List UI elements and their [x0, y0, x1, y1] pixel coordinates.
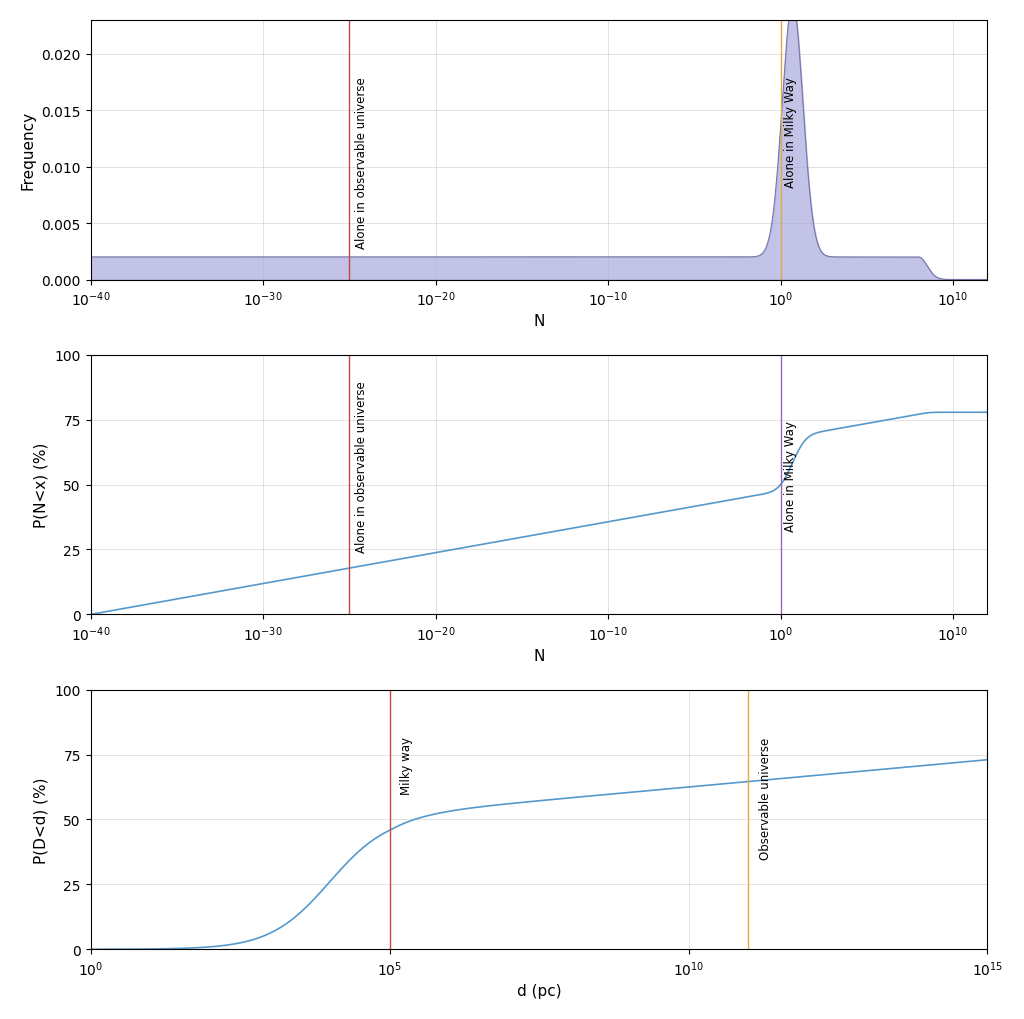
X-axis label: N: N [534, 314, 545, 329]
Y-axis label: P(N<x) (%): P(N<x) (%) [34, 442, 49, 528]
Text: Alone in Milky Way: Alone in Milky Way [783, 420, 797, 531]
Text: Observable universe: Observable universe [759, 737, 772, 859]
Text: Alone in observable universe: Alone in observable universe [354, 381, 368, 553]
Y-axis label: Frequency: Frequency [20, 111, 36, 191]
Y-axis label: P(D<d) (%): P(D<d) (%) [34, 776, 49, 863]
Text: Alone in observable universe: Alone in observable universe [354, 77, 368, 249]
Text: Alone in Milky Way: Alone in Milky Way [783, 77, 797, 187]
X-axis label: d (pc): d (pc) [517, 983, 561, 999]
X-axis label: N: N [534, 649, 545, 663]
Text: Milky way: Milky way [400, 737, 413, 795]
